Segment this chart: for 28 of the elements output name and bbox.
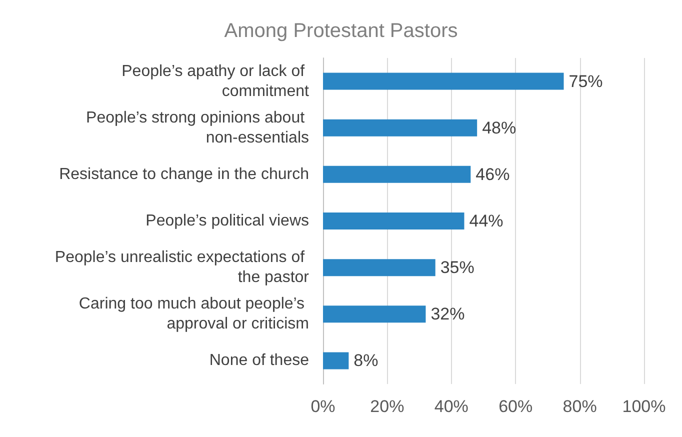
y-tick-label: People’s strong opinions about non-essentials — [86, 109, 309, 146]
x-tick-label: 60% — [498, 397, 533, 416]
bar — [323, 72, 564, 90]
y-tick-label: None of these — [209, 352, 310, 370]
data-label: 46% — [476, 164, 510, 184]
x-tick-label: 80% — [562, 397, 597, 416]
data-label: 8% — [354, 351, 378, 370]
y-tick-label: People’s unrealistic expectations of the pastor — [54, 249, 310, 286]
x-tick-label: 100% — [622, 397, 666, 416]
y-tick-label: People’s political views — [146, 212, 309, 230]
x-tick-label: 0% — [310, 397, 336, 416]
data-label: 35% — [440, 258, 474, 278]
data-label: 32% — [430, 304, 465, 324]
chart-title: Among Protestant Pastors — [224, 20, 458, 42]
data-label: 48% — [482, 118, 516, 138]
data-label: 75% — [568, 72, 603, 91]
bar — [323, 352, 349, 370]
bar — [323, 119, 478, 136]
bar — [323, 166, 471, 183]
bar — [323, 306, 426, 323]
y-tick-label: People’s apathy or lack of commitment — [122, 62, 310, 100]
bar — [323, 259, 436, 276]
data-label: 44% — [469, 212, 504, 230]
x-tick-label: 40% — [434, 397, 468, 416]
y-tick-label: Resistance to change in the church — [59, 166, 309, 183]
y-tick-label: Caring too much about people’s approval or criticism — [78, 296, 309, 333]
bar — [323, 212, 464, 230]
x-tick-label: 20% — [370, 397, 404, 416]
